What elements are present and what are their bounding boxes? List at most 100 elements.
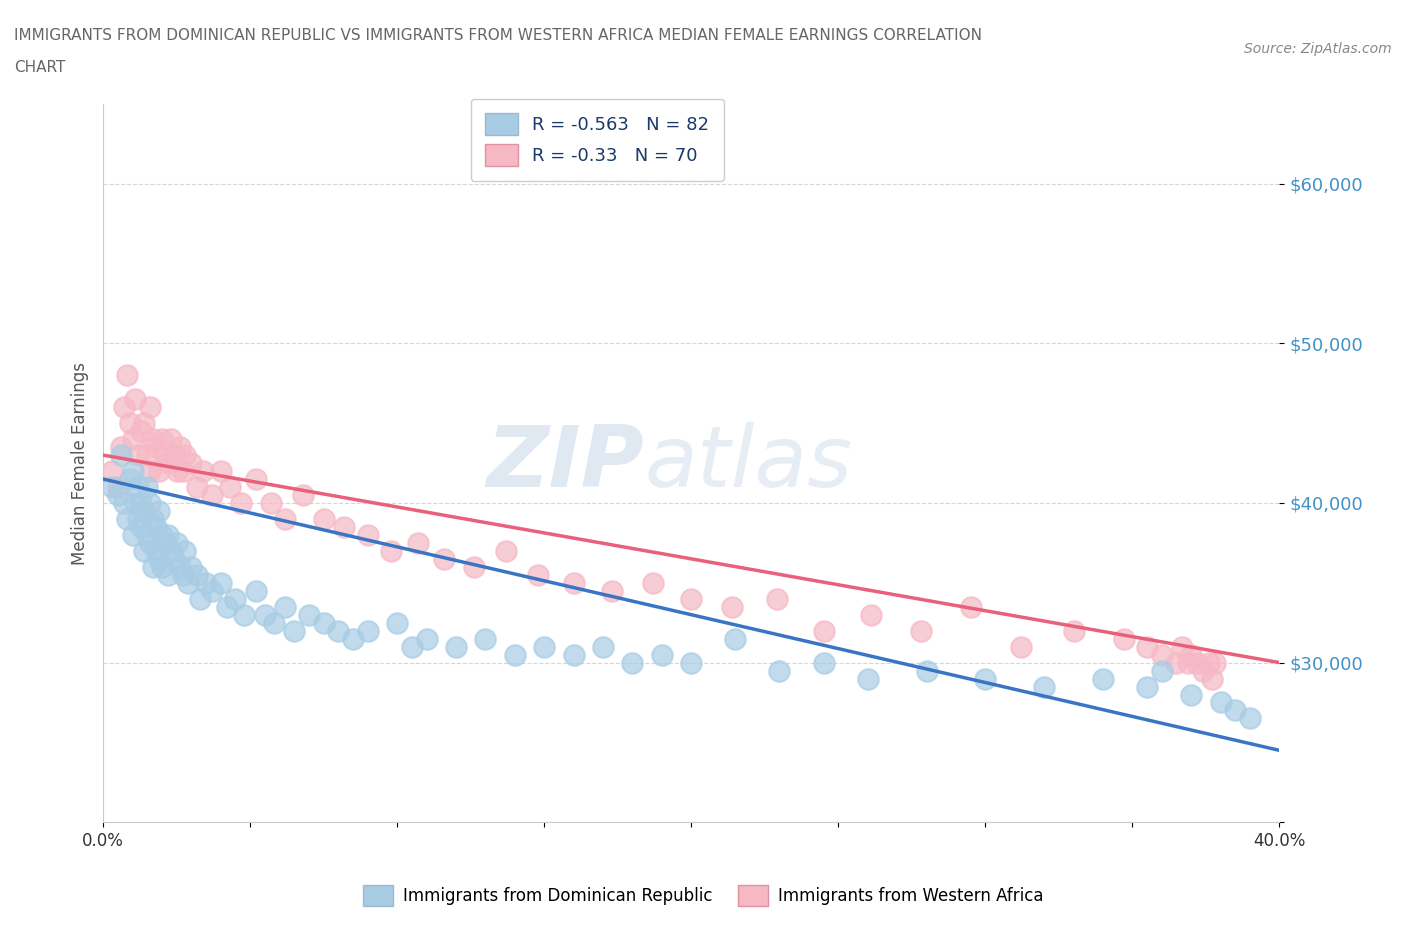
Point [681,591,703,606]
Point [139,496,162,511]
Point [1136,679,1159,694]
Point [131,520,153,535]
Point [139,464,162,479]
Point [163,447,186,462]
Point [1033,679,1056,694]
Point [159,543,181,558]
Point [148,551,170,566]
Point [169,440,191,455]
Point [253,607,276,622]
Point [292,487,315,502]
Point [724,631,747,646]
Text: Source: ZipAtlas.com: Source: ZipAtlas.com [1244,42,1392,56]
Point [1192,663,1215,678]
Point [139,536,162,551]
Point [1204,655,1226,670]
Point [134,503,156,518]
Point [201,487,224,502]
Point [118,416,141,431]
Point [134,416,156,431]
Point [387,616,409,631]
Point [134,543,156,558]
Text: atlas: atlas [644,421,852,505]
Point [131,424,153,439]
Point [813,655,835,670]
Point [131,496,153,511]
Point [245,583,267,598]
Point [1171,639,1194,654]
Text: CHART: CHART [14,60,66,75]
Point [463,559,485,574]
Point [150,559,173,574]
Point [191,464,214,479]
Point [186,567,208,582]
Point [124,496,146,511]
Point [201,583,224,598]
Point [166,464,188,479]
Point [118,472,141,486]
Point [142,432,165,446]
Point [1201,671,1223,686]
Point [180,559,202,574]
Point [1177,655,1199,670]
Point [681,655,703,670]
Point [177,576,200,591]
Point [333,520,356,535]
Point [283,623,305,638]
Point [112,496,135,511]
Point [721,599,744,614]
Point [245,472,267,486]
Point [312,512,335,526]
Point [298,607,321,622]
Point [1112,631,1135,646]
Point [169,559,191,574]
Point [274,599,297,614]
Point [145,520,167,535]
Point [562,647,585,662]
Point [1180,647,1202,662]
Point [107,480,129,495]
Point [274,512,297,526]
Point [142,512,165,526]
Point [215,599,238,614]
Point [224,591,246,606]
Point [156,456,179,471]
Point [121,464,143,479]
Point [101,464,124,479]
Point [357,623,380,638]
Point [312,616,335,631]
Point [136,527,159,542]
Point [172,567,194,582]
Text: IMMIGRANTS FROM DOMINICAN REPUBLIC VS IMMIGRANTS FROM WESTERN AFRICA MEDIAN FEMA: IMMIGRANTS FROM DOMINICAN REPUBLIC VS IM… [14,28,981,43]
Point [127,480,149,495]
Point [153,447,176,462]
Point [209,464,232,479]
Point [357,527,380,542]
Point [115,512,138,526]
Point [1185,655,1208,670]
Point [218,480,240,495]
Point [260,496,283,511]
Point [651,647,673,662]
Point [145,543,167,558]
Point [621,655,644,670]
Point [1239,711,1261,726]
Legend: Immigrants from Dominican Republic, Immigrants from Western Africa: Immigrants from Dominican Republic, Immi… [356,879,1050,912]
Point [959,599,981,614]
Point [110,440,132,455]
Point [592,639,614,654]
Point [188,591,211,606]
Point [856,671,879,686]
Point [1091,671,1114,686]
Point [136,480,159,495]
Point [156,567,179,582]
Point [503,647,526,662]
Point [139,400,162,415]
Point [641,576,664,591]
Point [127,447,149,462]
Point [859,607,882,622]
Point [263,616,285,631]
Point [915,663,938,678]
Point [433,551,456,566]
Point [145,440,167,455]
